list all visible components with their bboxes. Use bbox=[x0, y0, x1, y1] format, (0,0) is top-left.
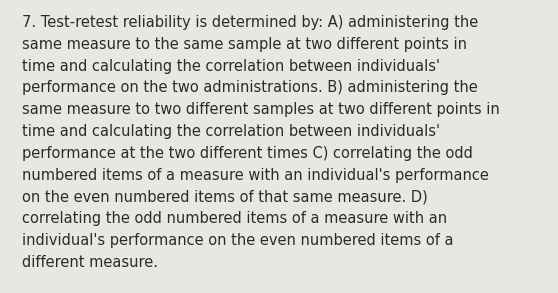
Text: different measure.: different measure. bbox=[22, 255, 158, 270]
Text: correlating the odd numbered items of a measure with an: correlating the odd numbered items of a … bbox=[22, 211, 447, 226]
Text: same measure to two different samples at two different points in: same measure to two different samples at… bbox=[22, 102, 500, 117]
Text: 7. Test-retest reliability is determined by: A) administering the: 7. Test-retest reliability is determined… bbox=[22, 15, 478, 30]
Text: individual's performance on the even numbered items of a: individual's performance on the even num… bbox=[22, 233, 454, 248]
Text: performance at the two different times C) correlating the odd: performance at the two different times C… bbox=[22, 146, 473, 161]
Text: on the even numbered items of that same measure. D): on the even numbered items of that same … bbox=[22, 189, 428, 205]
Text: time and calculating the correlation between individuals': time and calculating the correlation bet… bbox=[22, 124, 440, 139]
Text: performance on the two administrations. B) administering the: performance on the two administrations. … bbox=[22, 80, 478, 96]
Text: numbered items of a measure with an individual's performance: numbered items of a measure with an indi… bbox=[22, 168, 489, 183]
Text: time and calculating the correlation between individuals': time and calculating the correlation bet… bbox=[22, 59, 440, 74]
Text: same measure to the same sample at two different points in: same measure to the same sample at two d… bbox=[22, 37, 467, 52]
